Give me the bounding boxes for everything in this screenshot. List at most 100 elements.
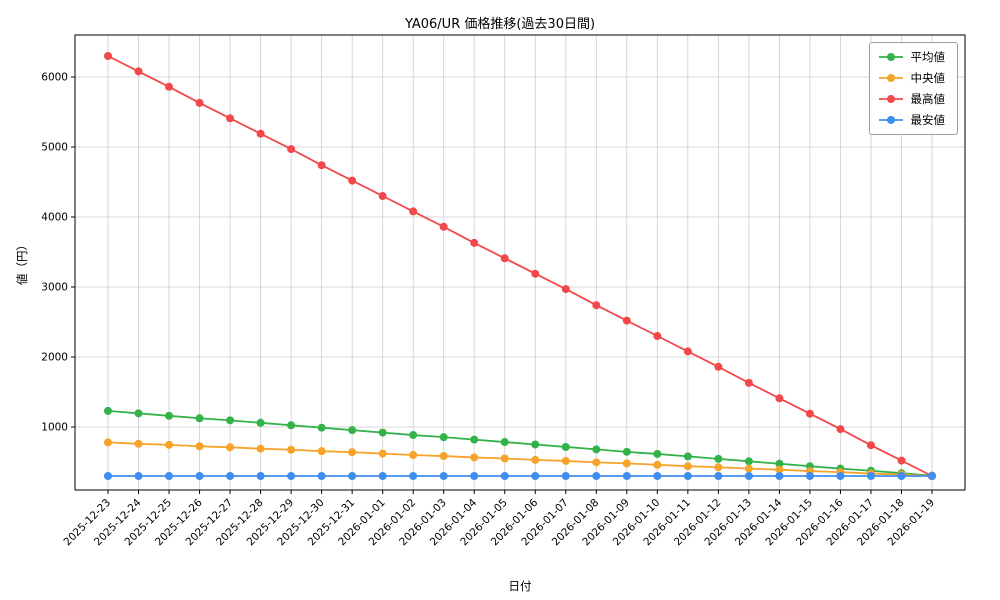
gridlines: [75, 35, 965, 490]
data-point-max: [683, 347, 692, 356]
data-point-median: [714, 463, 723, 472]
data-point-median: [104, 438, 112, 447]
data-point-max: [531, 269, 540, 278]
data-point-min: [348, 472, 357, 480]
data-point-min: [409, 472, 418, 480]
data-point-median: [256, 444, 265, 453]
data-point-average: [378, 428, 387, 437]
chart-title: YA06/UR 価格推移(過去30日間): [404, 17, 596, 32]
data-point-min: [836, 472, 845, 480]
data-point-max: [470, 238, 479, 247]
series-line-median: [107, 441, 933, 477]
data-point-min: [805, 472, 814, 480]
data-point-max: [805, 409, 814, 418]
data-point-average: [744, 457, 753, 466]
data-point-min: [500, 472, 509, 480]
data-point-min: [775, 472, 784, 480]
data-point-median: [409, 451, 418, 459]
plot-border: [74, 34, 966, 491]
data-point-max: [348, 176, 357, 185]
legend-marker-median: [878, 74, 903, 82]
legend: 平均値中央値最高値最安値: [868, 42, 958, 135]
data-point-min: [470, 472, 479, 480]
data-point-max: [287, 145, 296, 154]
data-point-min: [134, 472, 143, 480]
data-point-max: [592, 301, 601, 310]
data-point-average: [439, 433, 448, 442]
data-point-median: [561, 456, 570, 465]
data-point-median: [195, 442, 204, 451]
data-point-min: [561, 472, 570, 480]
data-point-median: [622, 459, 631, 468]
data-point-max: [500, 254, 509, 263]
data-point-average: [683, 452, 692, 461]
data-point-max: [256, 129, 265, 138]
data-point-average: [226, 416, 235, 425]
legend-label-average: 平均値: [910, 50, 946, 64]
data-point-min: [866, 472, 875, 480]
data-point-max: [226, 114, 235, 123]
data-point-max: [165, 82, 174, 91]
legend-label-max: 最高値: [910, 92, 946, 106]
data-point-median: [500, 454, 509, 463]
data-point-max: [409, 207, 418, 216]
data-point-min: [378, 472, 387, 480]
data-point-median: [378, 449, 387, 458]
data-point-average: [104, 406, 112, 415]
legend-item-average: 平均値: [878, 49, 946, 65]
data-point-average: [775, 459, 784, 468]
data-point-average: [317, 423, 326, 432]
data-point-median: [317, 447, 326, 456]
series-max: [104, 52, 936, 480]
legend-label-min: 最安値: [910, 113, 946, 127]
y-tick-label: 5000: [41, 142, 68, 154]
data-point-median: [470, 453, 479, 462]
y-tick-label: 4000: [41, 212, 68, 224]
data-point-average: [409, 431, 418, 440]
data-point-min: [744, 472, 753, 480]
legend-item-median: 中央値: [878, 70, 945, 86]
series-line-max: [107, 55, 933, 477]
data-point-median: [775, 465, 784, 474]
y-tick-label: 6000: [41, 72, 68, 84]
data-point-average: [470, 435, 479, 444]
data-point-average: [165, 411, 174, 420]
data-point-max: [378, 192, 387, 200]
data-point-max: [317, 161, 326, 170]
data-point-average: [256, 418, 265, 427]
data-point-min: [256, 472, 265, 480]
data-point-min: [531, 472, 540, 480]
data-point-average: [348, 426, 357, 435]
data-point-min: [653, 472, 662, 480]
series-min: [104, 472, 936, 480]
data-point-median: [744, 464, 753, 473]
legend-marker-min: [878, 116, 903, 124]
data-point-average: [531, 440, 540, 449]
data-point-max: [714, 362, 723, 371]
data-point-min: [165, 472, 174, 480]
data-point-average: [195, 414, 204, 423]
y-tick-label: 3000: [41, 282, 68, 294]
data-point-median: [348, 448, 357, 457]
legend-item-max: 最高値: [878, 91, 946, 107]
data-point-average: [500, 438, 509, 447]
legend-item-min: 最安値: [878, 112, 946, 128]
data-point-max: [561, 285, 570, 294]
data-point-average: [134, 409, 143, 418]
data-point-median: [592, 458, 601, 467]
data-point-min: [683, 472, 692, 480]
legend-marker-average: [878, 53, 903, 61]
data-point-max: [744, 378, 753, 387]
data-point-median: [439, 452, 448, 461]
data-point-min: [287, 472, 296, 480]
data-point-max: [134, 67, 143, 76]
data-point-min: [195, 472, 204, 480]
data-point-median: [287, 445, 296, 454]
y-tick-label: 1000: [41, 422, 68, 434]
data-point-average: [714, 454, 723, 463]
data-point-average: [592, 445, 601, 454]
data-point-min: [104, 472, 112, 480]
data-point-average: [622, 447, 631, 456]
